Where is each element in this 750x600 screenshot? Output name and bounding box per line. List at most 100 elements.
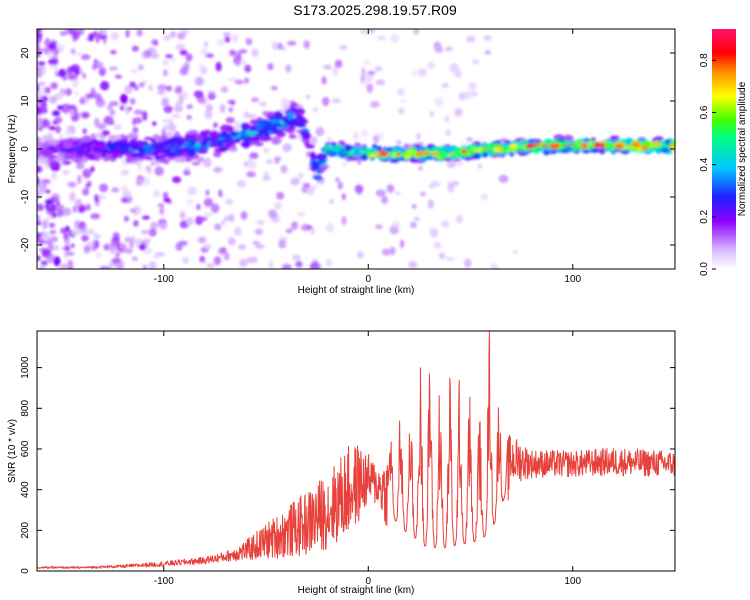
spectrogram-cell <box>44 189 51 194</box>
spectrogram-cell <box>37 214 41 223</box>
spectrogram-cell <box>254 142 264 147</box>
spectrogram-cell <box>48 153 55 161</box>
spectrogram-x-label: Height of straight line (km) <box>298 285 415 296</box>
spectrogram-cell <box>112 231 120 242</box>
spectrogram-cell <box>109 101 119 107</box>
spectrogram-cell <box>113 141 125 147</box>
spectrogram-cell <box>199 255 206 263</box>
spectrogram-cell <box>276 131 286 138</box>
spectrogram-cell <box>161 97 169 108</box>
spectrogram-cell <box>82 188 90 196</box>
spectrogram-cell <box>131 256 138 262</box>
spectrogram-x-ticks: -100 0 100 <box>154 29 582 285</box>
colorbar-tick-label: 0.4 <box>699 157 710 171</box>
spectrogram-cell <box>389 246 396 256</box>
spectrogram-cell <box>278 239 287 249</box>
spectrogram-cell <box>191 161 201 166</box>
spectrogram-cell <box>274 111 283 117</box>
spectrogram-cell <box>157 89 166 95</box>
snr-series-line <box>37 331 675 569</box>
spectrogram-cell <box>585 145 595 149</box>
spectrogram-cell <box>271 129 278 134</box>
spectrogram-cell <box>481 193 488 201</box>
spectrogram-cell <box>623 149 630 153</box>
spectrogram-cell <box>46 214 55 220</box>
spectrogram-cell <box>43 136 53 141</box>
spectrogram-cell <box>261 176 271 181</box>
spectrogram-cell <box>321 76 327 85</box>
spectrogram-cell <box>162 191 169 200</box>
spectrogram-cell <box>114 74 123 79</box>
spectrogram-cell <box>82 72 87 79</box>
spectrogram-cell <box>309 261 319 269</box>
spectrogram-cell <box>149 52 160 59</box>
spectrogram-cell <box>228 77 238 82</box>
spectrogram-cell <box>267 63 274 71</box>
spectrogram-cell <box>203 157 212 168</box>
spectrogram-cell <box>179 49 188 56</box>
spectrogram-cell <box>200 47 209 56</box>
spectrogram-cell <box>280 164 288 174</box>
spectrogram-cell <box>162 59 169 66</box>
spectrogram-cell <box>417 68 427 77</box>
spectrogram-cell <box>165 54 174 59</box>
spectrogram-cell <box>467 149 476 156</box>
spectrogram-cell <box>325 135 333 144</box>
spectrogram-cell <box>451 180 460 187</box>
spectrogram-cell <box>175 43 186 51</box>
spectrogram-cell <box>670 140 675 147</box>
spectrogram-cell <box>391 221 401 228</box>
spectrogram-cell <box>359 29 370 35</box>
spectrogram-cell <box>458 92 465 101</box>
spectrogram-cell <box>92 234 102 239</box>
spectrogram-cell <box>72 228 83 236</box>
spectrogram-cell <box>99 154 107 158</box>
spectrogram-cell <box>399 239 405 248</box>
spectrogram-cell <box>133 220 139 227</box>
spectrogram-cell <box>213 166 223 173</box>
spectrogram-cell <box>500 153 506 158</box>
spectrogram-cell <box>413 216 420 222</box>
snr-x-label: Height of straight line (km) <box>298 585 415 596</box>
spectrogram-cell <box>169 141 176 149</box>
spectrogram-cell <box>195 135 205 142</box>
spectrogram-cell <box>245 124 251 129</box>
spectrogram-cell <box>162 140 172 145</box>
spectrogram-cell <box>664 139 671 145</box>
spectrogram-cell <box>125 107 130 115</box>
spectrogram-cell <box>251 48 259 58</box>
spectrogram-cell <box>186 144 194 149</box>
x-tick-label: 100 <box>564 576 581 587</box>
spectrogram-cell <box>447 183 455 194</box>
colorbar-tick-label: 0.8 <box>699 53 710 67</box>
spectrogram-cell <box>62 207 72 216</box>
spectrogram-cell <box>390 33 400 43</box>
spectrogram-cell <box>454 107 463 117</box>
spectrogram-cell <box>452 158 462 162</box>
spectrogram-cell <box>362 60 371 66</box>
spectrogram-cell <box>285 64 292 73</box>
spectrogram-cell <box>86 141 92 148</box>
spectrogram-cell <box>261 129 268 134</box>
spectrogram-cell <box>94 141 106 146</box>
spectrogram-cell <box>88 32 95 42</box>
spectrogram-cell <box>274 202 283 210</box>
spectrogram-cell <box>188 130 199 135</box>
spectrogram-cell <box>465 35 476 43</box>
spectrogram-cell <box>288 134 298 139</box>
spectrogram-cell <box>255 244 265 249</box>
spectrogram-cell <box>99 266 109 269</box>
spectrogram-cell <box>50 144 56 150</box>
spectrogram-cell <box>107 104 113 111</box>
spectrogram-cell <box>609 135 620 141</box>
spectrogram-cell <box>95 33 100 44</box>
spectrogram-cell <box>212 122 218 128</box>
spectrogram-cell <box>74 220 80 229</box>
spectrogram-cell <box>163 34 172 41</box>
spectrogram-cell <box>431 151 438 157</box>
spectrogram-cell <box>386 185 393 191</box>
spectrogram-cell <box>482 152 488 158</box>
spectrogram-cell <box>410 221 417 229</box>
spectrogram-cell <box>444 115 450 123</box>
spectrogram-cell <box>197 236 207 244</box>
